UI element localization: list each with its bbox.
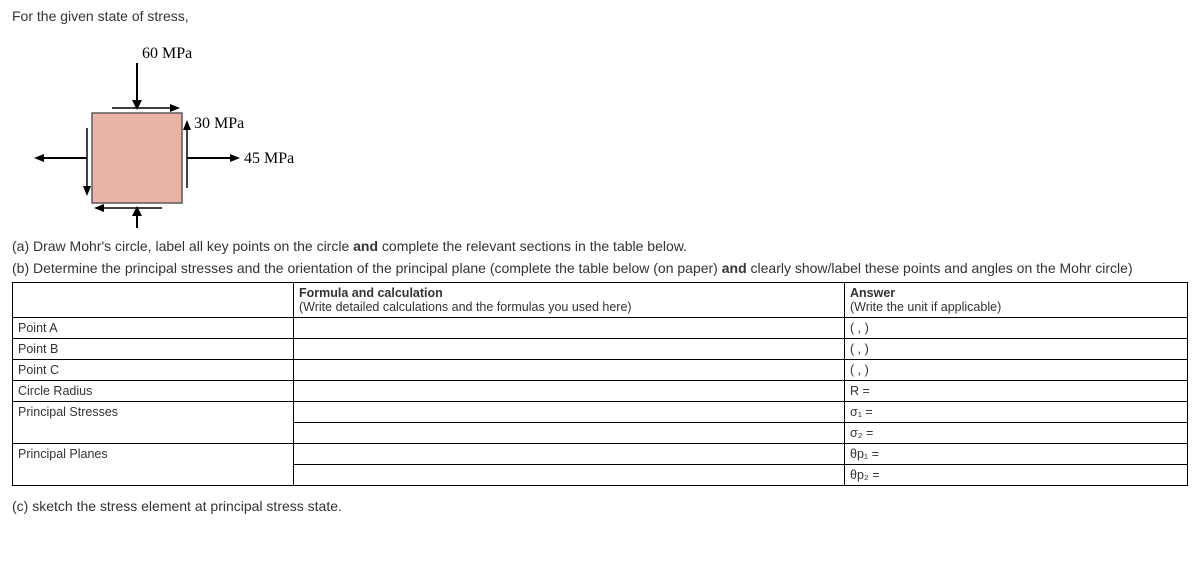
right-arrow-head — [230, 154, 240, 162]
part-a-text: (a) Draw Mohr's circle, label all key po… — [12, 238, 1188, 254]
table-header-row: Formula and calculation (Write detailed … — [13, 283, 1188, 318]
part-a-prefix: (a) Draw Mohr's circle, label all key po… — [12, 238, 349, 254]
stress-diagram: 60 MPa 30 MPa 45 MPa — [12, 28, 312, 228]
row-principal-stress-1: Principal Stresses σ₁ = — [13, 402, 1188, 423]
label-principal-planes: Principal Planes — [13, 444, 294, 486]
ans-point-b: ( , ) — [845, 339, 1188, 360]
part-b-bold: and — [718, 260, 751, 276]
part-b-text: (b) Determine the principal stresses and… — [12, 260, 1188, 276]
header-col3: Answer (Write the unit if applicable) — [845, 283, 1188, 318]
row-principal-plane-1: Principal Planes θp₁ = — [13, 444, 1188, 465]
part-b-suffix: clearly show/label these points and angl… — [751, 260, 1133, 276]
header-col1 — [13, 283, 294, 318]
left-arrow-head — [34, 154, 44, 162]
part-c-text: (c) sketch the stress element at princip… — [12, 498, 1188, 514]
calc-point-c — [294, 360, 845, 381]
header-col3-sub: (Write the unit if applicable) — [850, 300, 1001, 314]
left-shear-head — [83, 186, 91, 196]
top-label: 60 MPa — [142, 45, 192, 62]
calc-sigma2 — [294, 423, 845, 444]
row-point-a: Point A ( , ) — [13, 318, 1188, 339]
header-col2-title: Formula and calculation — [299, 286, 443, 300]
row-radius: Circle Radius R = — [13, 381, 1188, 402]
bottom-shear-head — [94, 204, 104, 212]
part-a-bold: and — [349, 238, 382, 254]
part-a-suffix: complete the relevant sections in the ta… — [382, 238, 687, 254]
row-point-c: Point C ( , ) — [13, 360, 1188, 381]
label-point-c: Point C — [13, 360, 294, 381]
label-point-a: Point A — [13, 318, 294, 339]
ans-point-c: ( , ) — [845, 360, 1188, 381]
stress-element-svg: 60 MPa 30 MPa 45 MPa — [12, 28, 312, 228]
ans-theta1: θp₁ = — [845, 444, 1188, 465]
ans-sigma1: σ₁ = — [845, 402, 1188, 423]
intro-text: For the given state of stress, — [12, 8, 1188, 24]
right-shear-head — [183, 120, 191, 130]
row-point-b: Point B ( , ) — [13, 339, 1188, 360]
top-shear-head — [170, 104, 180, 112]
calc-point-b — [294, 339, 845, 360]
ans-theta2: θp₂ = — [845, 465, 1188, 486]
calc-sigma1 — [294, 402, 845, 423]
label-point-b: Point B — [13, 339, 294, 360]
calc-theta2 — [294, 465, 845, 486]
ans-sigma2: σ₂ = — [845, 423, 1188, 444]
calc-point-a — [294, 318, 845, 339]
ans-radius: R = — [845, 381, 1188, 402]
right-label: 45 MPa — [244, 150, 294, 167]
element-rect — [92, 113, 182, 203]
ans-point-a: ( , ) — [845, 318, 1188, 339]
part-b-prefix: (b) Determine the principal stresses and… — [12, 260, 718, 276]
header-col2-sub: (Write detailed calculations and the for… — [299, 300, 632, 314]
label-radius: Circle Radius — [13, 381, 294, 402]
calc-radius — [294, 381, 845, 402]
header-col2: Formula and calculation (Write detailed … — [294, 283, 845, 318]
header-col3-title: Answer — [850, 286, 895, 300]
right-top-label: 30 MPa — [194, 115, 244, 132]
label-principal-stresses: Principal Stresses — [13, 402, 294, 444]
stress-table: Formula and calculation (Write detailed … — [12, 282, 1188, 486]
calc-theta1 — [294, 444, 845, 465]
